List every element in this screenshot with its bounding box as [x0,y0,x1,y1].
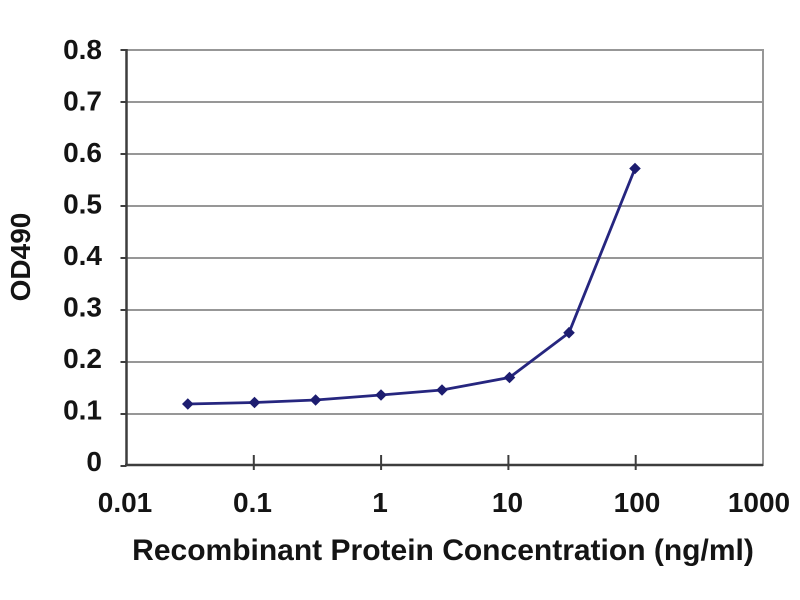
svg-text:0.6: 0.6 [63,137,102,168]
svg-text:OD490: OD490 [5,213,36,302]
svg-text:0.5: 0.5 [63,189,102,220]
svg-text:0.2: 0.2 [63,343,102,374]
svg-text:0.01: 0.01 [98,487,153,518]
svg-text:10: 10 [492,487,523,518]
svg-text:0.1: 0.1 [233,487,272,518]
svg-text:0.7: 0.7 [63,86,102,117]
svg-text:1000: 1000 [728,487,790,518]
svg-text:1: 1 [372,487,388,518]
svg-text:0: 0 [86,446,102,477]
svg-text:Recombinant Protein Concentrat: Recombinant Protein Concentration (ng/ml… [132,534,754,567]
svg-text:0.4: 0.4 [63,240,102,271]
svg-text:0.8: 0.8 [63,34,102,65]
svg-text:100: 100 [614,487,661,518]
svg-text:0.3: 0.3 [63,292,102,323]
svg-text:0.1: 0.1 [63,395,102,426]
